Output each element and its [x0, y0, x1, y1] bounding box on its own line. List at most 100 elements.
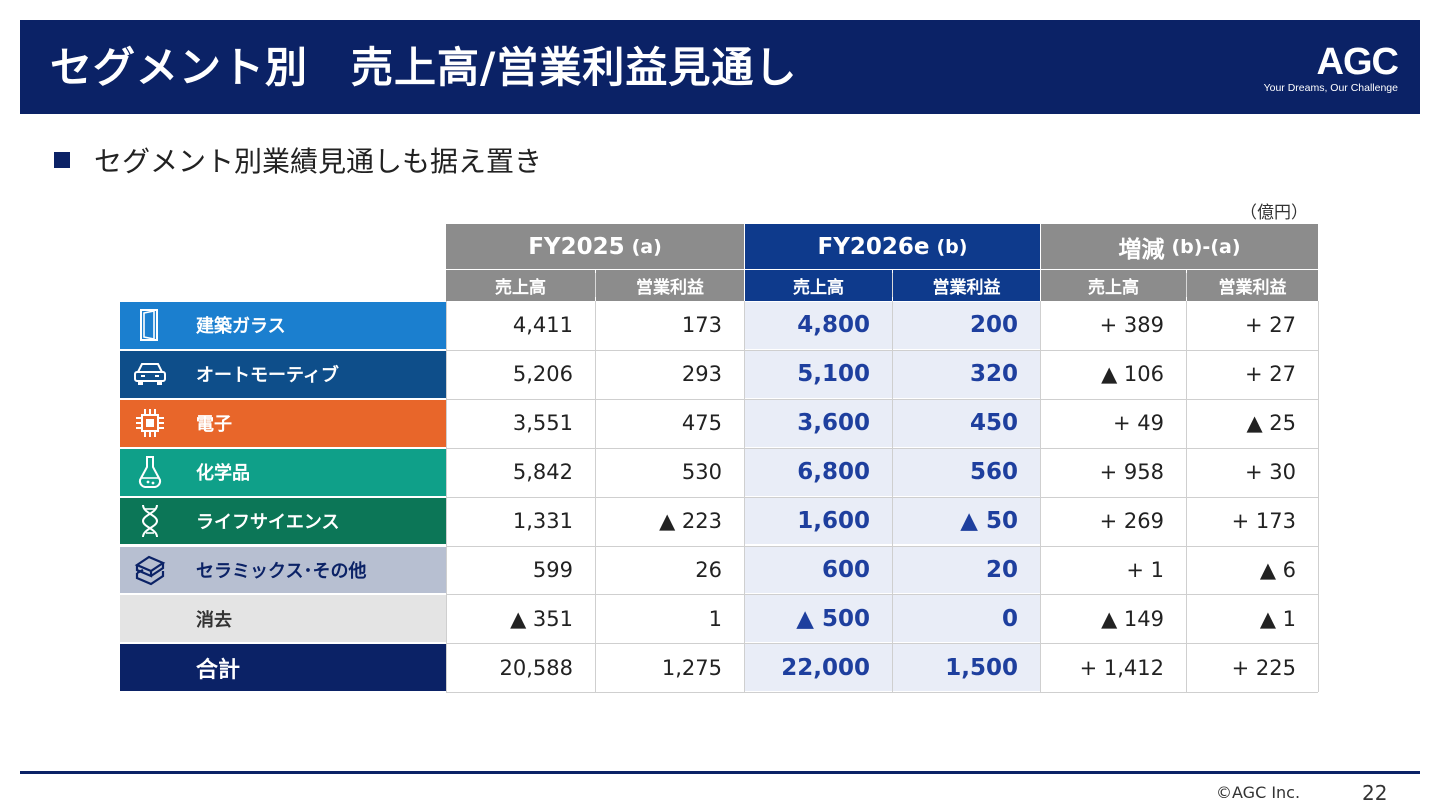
row-divider	[446, 594, 1318, 596]
group-header: FY2025 (a)	[446, 224, 744, 269]
value-cell: 5,842	[512, 460, 573, 485]
glass-door-icon	[120, 302, 180, 349]
unit-note: （億円）	[1240, 203, 1308, 223]
logo-word: AGC	[1316, 41, 1399, 83]
bullet-square-icon	[54, 152, 70, 168]
value-cell: + 30	[1245, 460, 1296, 485]
segment-label-cell: 建築ガラス	[120, 302, 446, 349]
ceramic-blocks-icon	[120, 547, 180, 594]
value-cell: 20,588	[499, 655, 573, 680]
flask-icon	[120, 449, 180, 496]
header-divider	[1186, 273, 1187, 297]
group-header-suffix: (a)	[631, 235, 662, 258]
value-cell: 4,411	[512, 313, 573, 338]
bullet-text: セグメント別業績見通しも据え置き	[94, 145, 543, 178]
value-cell: + 1	[1126, 557, 1164, 582]
column-divider	[744, 301, 745, 693]
dna-icon	[120, 498, 180, 545]
column-header: 売上高	[1041, 270, 1186, 301]
column-divider	[1318, 301, 1319, 693]
value-cell: 560	[893, 448, 1040, 496]
value-cell: 1,275	[661, 655, 722, 680]
value-cell: 1,331	[512, 509, 573, 534]
value-cell: ▲ 1	[1259, 606, 1296, 631]
value-cell: + 27	[1245, 362, 1296, 387]
chip-icon	[120, 400, 180, 447]
header-divider	[595, 273, 596, 297]
value-cell: ▲ 223	[659, 509, 722, 534]
value-cell: ▲ 6	[1259, 557, 1296, 582]
segment-name: ライフサイエンス	[196, 512, 340, 534]
column-divider	[892, 301, 893, 693]
value-cell: + 173	[1231, 509, 1296, 534]
value-cell: 1,600	[745, 497, 892, 545]
row-divider	[446, 496, 1318, 498]
agc-logo: AGC Your Dreams, Our Challenge	[1238, 41, 1399, 98]
value-cell: 600	[745, 546, 892, 594]
value-cell: 1	[708, 606, 722, 631]
group-header-suffix: (b)-(a)	[1171, 235, 1241, 258]
segment-label-cell: 消去	[120, 595, 446, 643]
value-cell: + 225	[1231, 655, 1296, 680]
segment-label-cell: ライフサイエンス	[120, 497, 446, 545]
value-cell: 475	[681, 411, 722, 436]
bullet-point: セグメント別業績見通しも据え置き	[54, 140, 542, 180]
value-cell: + 27	[1245, 313, 1296, 338]
segment-name: 電子	[196, 414, 232, 436]
value-cell: 26	[695, 557, 722, 582]
group-header: 増減 (b)-(a)	[1041, 224, 1318, 269]
value-cell: + 269	[1099, 509, 1164, 534]
value-cell: 5,206	[512, 362, 573, 387]
page-number: 22	[1362, 781, 1388, 805]
segment-name: 合計	[196, 657, 241, 683]
column-header: 売上高	[745, 270, 892, 301]
value-cell: 293	[681, 362, 722, 387]
segment-label-cell: 合計	[120, 644, 446, 692]
value-cell: ▲ 50	[893, 497, 1040, 545]
value-cell: 0	[893, 595, 1040, 643]
row-divider	[446, 349, 1318, 351]
value-cell: 530	[681, 460, 722, 485]
column-header: 営業利益	[893, 270, 1040, 301]
value-cell: 173	[681, 313, 722, 338]
column-header: 営業利益	[596, 270, 744, 301]
empty-icon-slot	[120, 595, 180, 642]
group-header-suffix: (b)	[936, 235, 968, 258]
value-cell: 22,000	[745, 644, 892, 692]
value-cell: ▲ 500	[745, 595, 892, 643]
column-divider	[1186, 301, 1187, 693]
column-divider	[1040, 301, 1041, 693]
value-cell: ▲ 149	[1101, 606, 1164, 631]
segment-label-cell: セラミックス･その他	[120, 546, 446, 594]
logo-tagline: Your Dreams, Our Challenge	[1263, 82, 1398, 94]
value-cell: 4,800	[745, 302, 892, 349]
group-header-label: 増減	[1118, 236, 1165, 263]
group-header-label: FY2026e	[817, 233, 930, 260]
row-divider	[446, 643, 1318, 645]
segment-name: オートモーティブ	[196, 365, 339, 387]
segment-label-cell: 化学品	[120, 448, 446, 496]
value-cell: ▲ 25	[1246, 411, 1296, 436]
row-divider	[446, 692, 1318, 694]
segment-name: 消去	[196, 609, 232, 631]
value-cell: 20	[893, 546, 1040, 594]
segment-label-cell: オートモーティブ	[120, 350, 446, 398]
footer-divider	[20, 771, 1420, 774]
segment-name: 化学品	[196, 463, 250, 485]
column-header: 売上高	[446, 270, 595, 301]
empty-icon-slot	[120, 644, 180, 691]
group-header-label: FY2025	[528, 233, 625, 260]
segment-label-cell: 電子	[120, 399, 446, 447]
value-cell: ▲ 106	[1101, 362, 1164, 387]
value-cell: ▲ 351	[510, 606, 573, 631]
row-divider	[446, 398, 1318, 400]
row-divider	[446, 545, 1318, 547]
value-cell: + 389	[1099, 313, 1164, 338]
value-cell: 320	[893, 350, 1040, 398]
row-divider	[446, 447, 1318, 449]
value-cell: 5,100	[745, 350, 892, 398]
value-cell: + 1,412	[1079, 655, 1164, 680]
value-cell: 200	[893, 302, 1040, 349]
group-header: FY2026e (b)	[745, 224, 1040, 269]
segment-name: 建築ガラス	[196, 316, 286, 338]
